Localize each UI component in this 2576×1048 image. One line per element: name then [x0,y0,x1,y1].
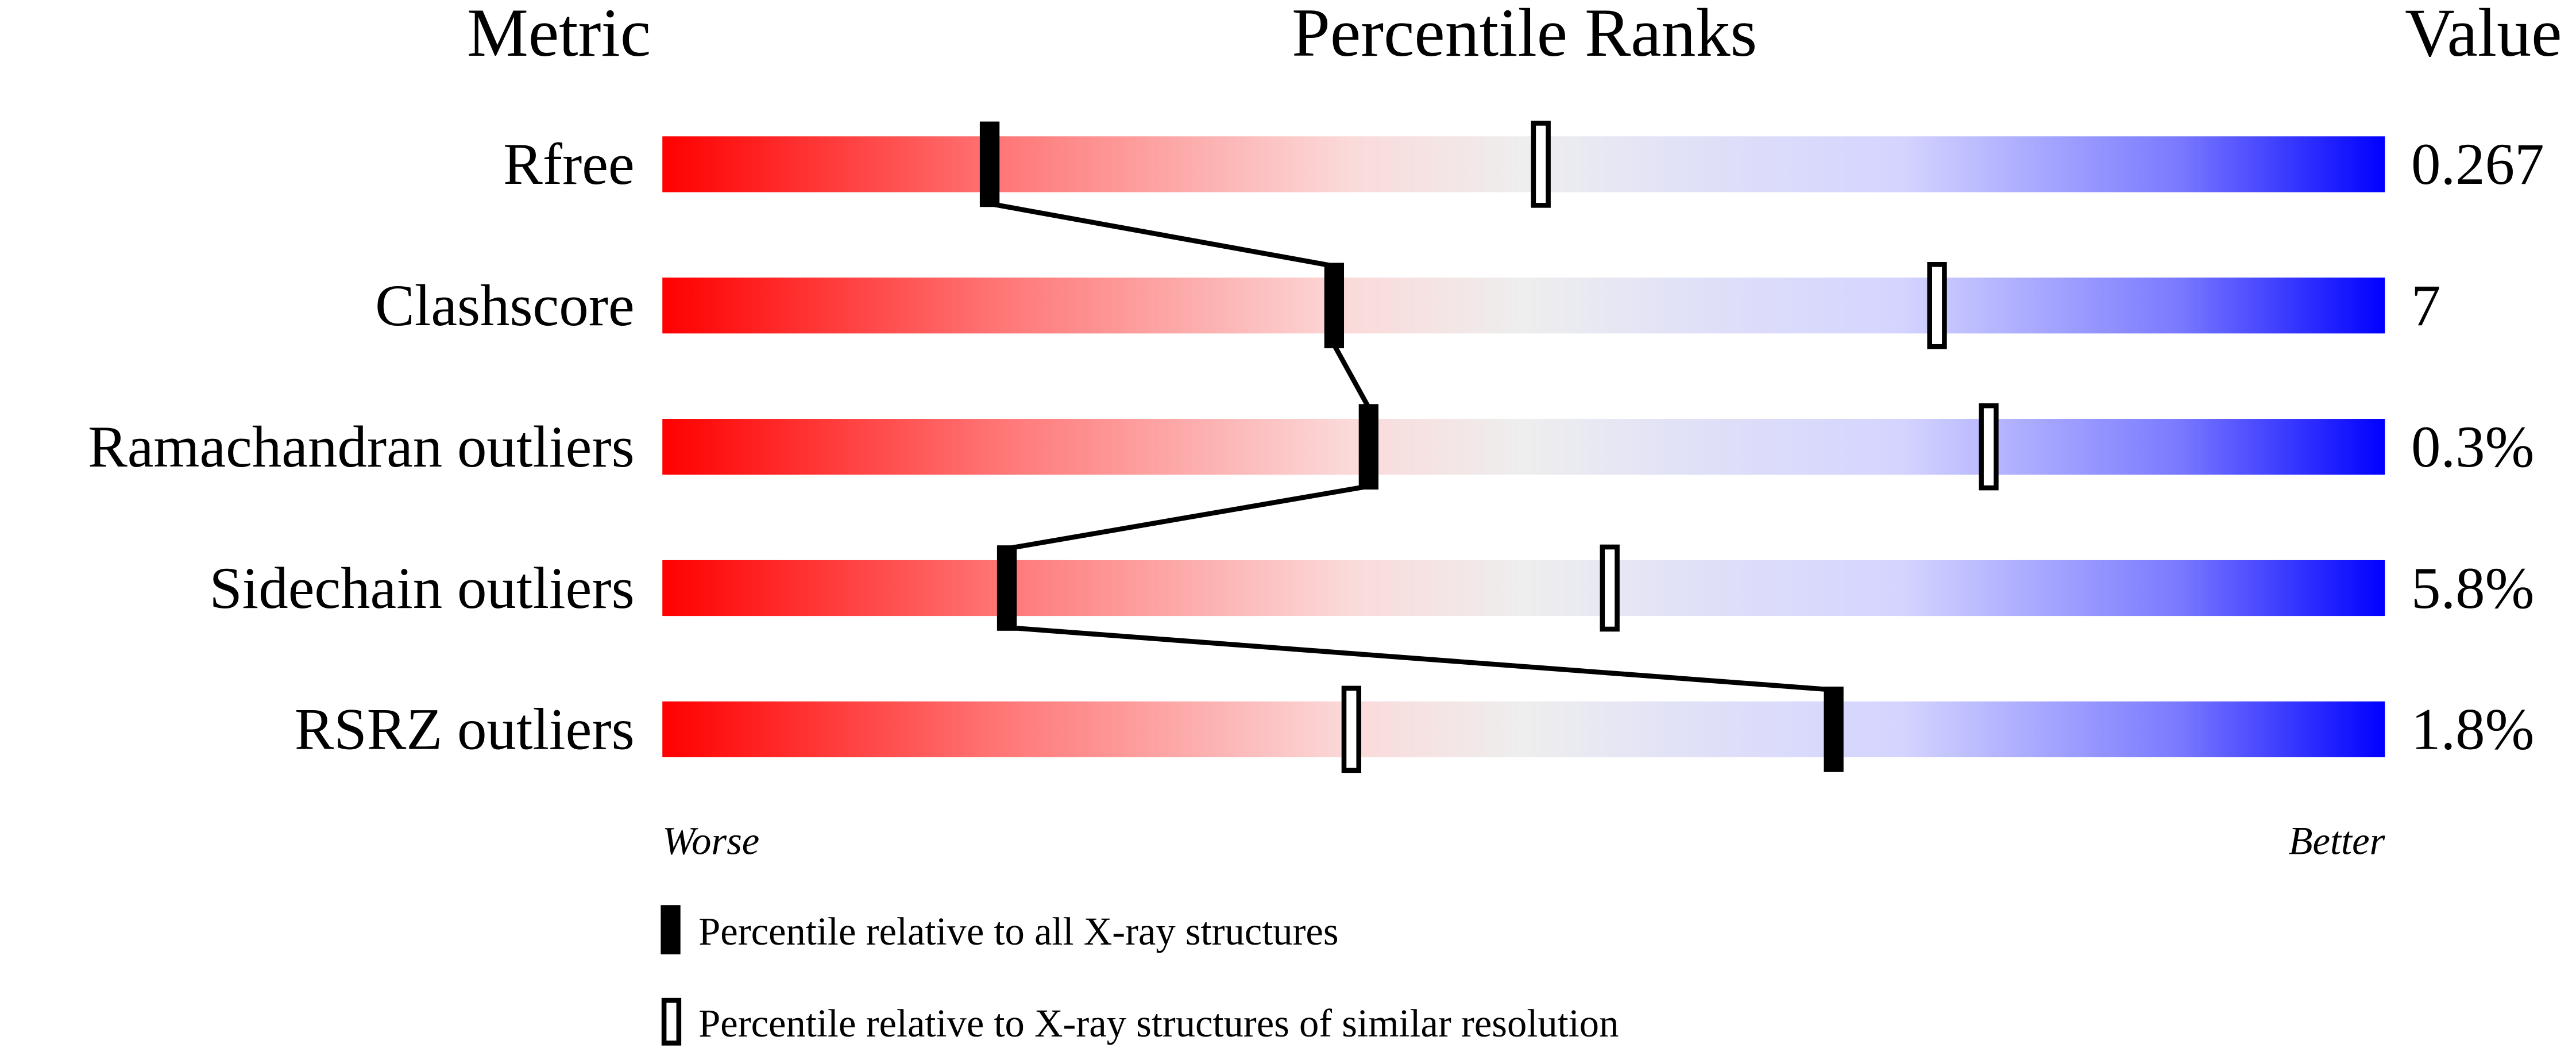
marker-similar-resolution [1531,121,1551,208]
marker-all-structures [1824,687,1844,772]
metric-value: 5.8% [2411,556,2534,621]
marker-all-structures [997,545,1017,631]
percentile-bar [662,136,2385,192]
percentile-bar [662,701,2385,757]
metric-value: 0.3% [2411,414,2534,480]
metric-label: Ramachandran outliers [88,414,635,480]
percentile-bar [662,278,2385,334]
metric-label: Rfree [503,132,635,197]
metric-value: 1.8% [2411,697,2534,762]
metric-label: Clashscore [375,273,635,338]
percentile-bar [662,560,2385,617]
metric-label: RSRZ outliers [295,697,635,762]
connector-line [989,201,1335,269]
axis-label-worse: Worse [662,819,759,863]
legend-all-structures: Percentile relative to all X-ray structu… [698,910,1338,953]
marker-all-structures [1324,263,1345,349]
marker-similar-resolution [1341,685,1362,773]
connector-line [1006,484,1369,552]
percentile-bar [662,419,2385,475]
metric-label: Sidechain outliers [209,556,634,621]
metric-value: 0.267 [2411,132,2544,197]
metric-value: 7 [2411,273,2440,338]
legend-open-marker-icon [661,997,682,1046]
connector-line [1006,625,1834,693]
header-metric: Metric [467,0,651,71]
marker-similar-resolution [1600,544,1620,632]
marker-all-structures [1358,404,1378,490]
marker-similar-resolution [1927,261,1947,349]
marker-all-structures [979,121,1000,207]
marker-similar-resolution [1979,403,1999,491]
legend-filled-marker-icon [661,905,681,955]
header-value: Value [2405,0,2562,71]
legend-similar-resolution: Percentile relative to X-ray structures … [698,1001,1619,1045]
header-percentile-ranks: Percentile Ranks [1292,0,1757,71]
connector-line [1332,344,1371,409]
axis-label-better: Better [2289,819,2385,863]
